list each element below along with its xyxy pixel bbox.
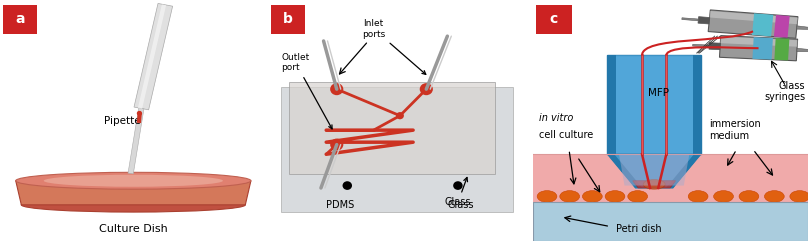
Ellipse shape <box>605 191 625 202</box>
Text: Glass
syringes: Glass syringes <box>764 81 806 102</box>
Polygon shape <box>608 154 701 188</box>
Ellipse shape <box>764 191 785 202</box>
Polygon shape <box>797 26 808 30</box>
Ellipse shape <box>688 191 708 202</box>
Polygon shape <box>128 108 144 174</box>
FancyBboxPatch shape <box>692 55 701 154</box>
Polygon shape <box>698 17 709 24</box>
Polygon shape <box>682 18 698 21</box>
FancyBboxPatch shape <box>616 55 692 154</box>
Ellipse shape <box>628 191 647 202</box>
Text: PDMS: PDMS <box>326 200 355 210</box>
Polygon shape <box>15 181 251 205</box>
Text: in vitro: in vitro <box>539 113 573 123</box>
Circle shape <box>453 181 463 190</box>
Text: Culture Dish: Culture Dish <box>99 224 168 234</box>
Ellipse shape <box>643 180 665 189</box>
Ellipse shape <box>44 175 223 187</box>
Polygon shape <box>752 13 773 36</box>
Ellipse shape <box>15 172 251 189</box>
Polygon shape <box>797 48 808 52</box>
FancyBboxPatch shape <box>2 5 37 34</box>
Ellipse shape <box>21 198 246 212</box>
Text: Pipette: Pipette <box>104 115 141 126</box>
Text: Glass: Glass <box>444 177 471 208</box>
Ellipse shape <box>583 191 602 202</box>
Polygon shape <box>666 154 701 188</box>
Polygon shape <box>608 154 642 188</box>
FancyBboxPatch shape <box>533 188 808 241</box>
Polygon shape <box>137 113 142 123</box>
Ellipse shape <box>537 191 557 202</box>
Circle shape <box>137 111 142 116</box>
Circle shape <box>330 139 343 151</box>
Polygon shape <box>633 181 675 188</box>
FancyBboxPatch shape <box>271 5 305 34</box>
Circle shape <box>396 112 404 119</box>
Polygon shape <box>774 38 789 60</box>
Text: immersion
medium: immersion medium <box>709 119 761 141</box>
Polygon shape <box>774 15 789 38</box>
FancyBboxPatch shape <box>281 87 513 212</box>
Text: a: a <box>15 12 25 26</box>
Polygon shape <box>619 154 689 186</box>
Polygon shape <box>692 44 709 47</box>
Text: b: b <box>283 12 293 26</box>
Ellipse shape <box>560 191 579 202</box>
Text: Outlet
port: Outlet port <box>281 53 332 129</box>
Text: Glass: Glass <box>448 200 473 210</box>
Polygon shape <box>709 43 721 50</box>
Polygon shape <box>709 11 797 24</box>
FancyBboxPatch shape <box>608 55 616 154</box>
Polygon shape <box>752 37 773 60</box>
Polygon shape <box>134 3 173 110</box>
Text: c: c <box>549 12 558 26</box>
Circle shape <box>419 83 433 95</box>
FancyBboxPatch shape <box>533 154 808 202</box>
Circle shape <box>343 181 352 190</box>
Ellipse shape <box>739 191 759 202</box>
Polygon shape <box>721 37 797 47</box>
Text: Petri dish: Petri dish <box>616 224 661 234</box>
Text: Inlet
ports: Inlet ports <box>362 19 426 74</box>
Ellipse shape <box>713 191 734 202</box>
FancyBboxPatch shape <box>289 82 494 174</box>
Polygon shape <box>719 36 797 61</box>
FancyBboxPatch shape <box>608 55 701 154</box>
Ellipse shape <box>790 191 808 202</box>
Polygon shape <box>138 4 166 109</box>
Polygon shape <box>708 10 798 38</box>
Text: MFP: MFP <box>648 88 669 98</box>
Text: cell culture: cell culture <box>539 130 593 140</box>
FancyBboxPatch shape <box>536 5 572 34</box>
Circle shape <box>330 83 343 95</box>
